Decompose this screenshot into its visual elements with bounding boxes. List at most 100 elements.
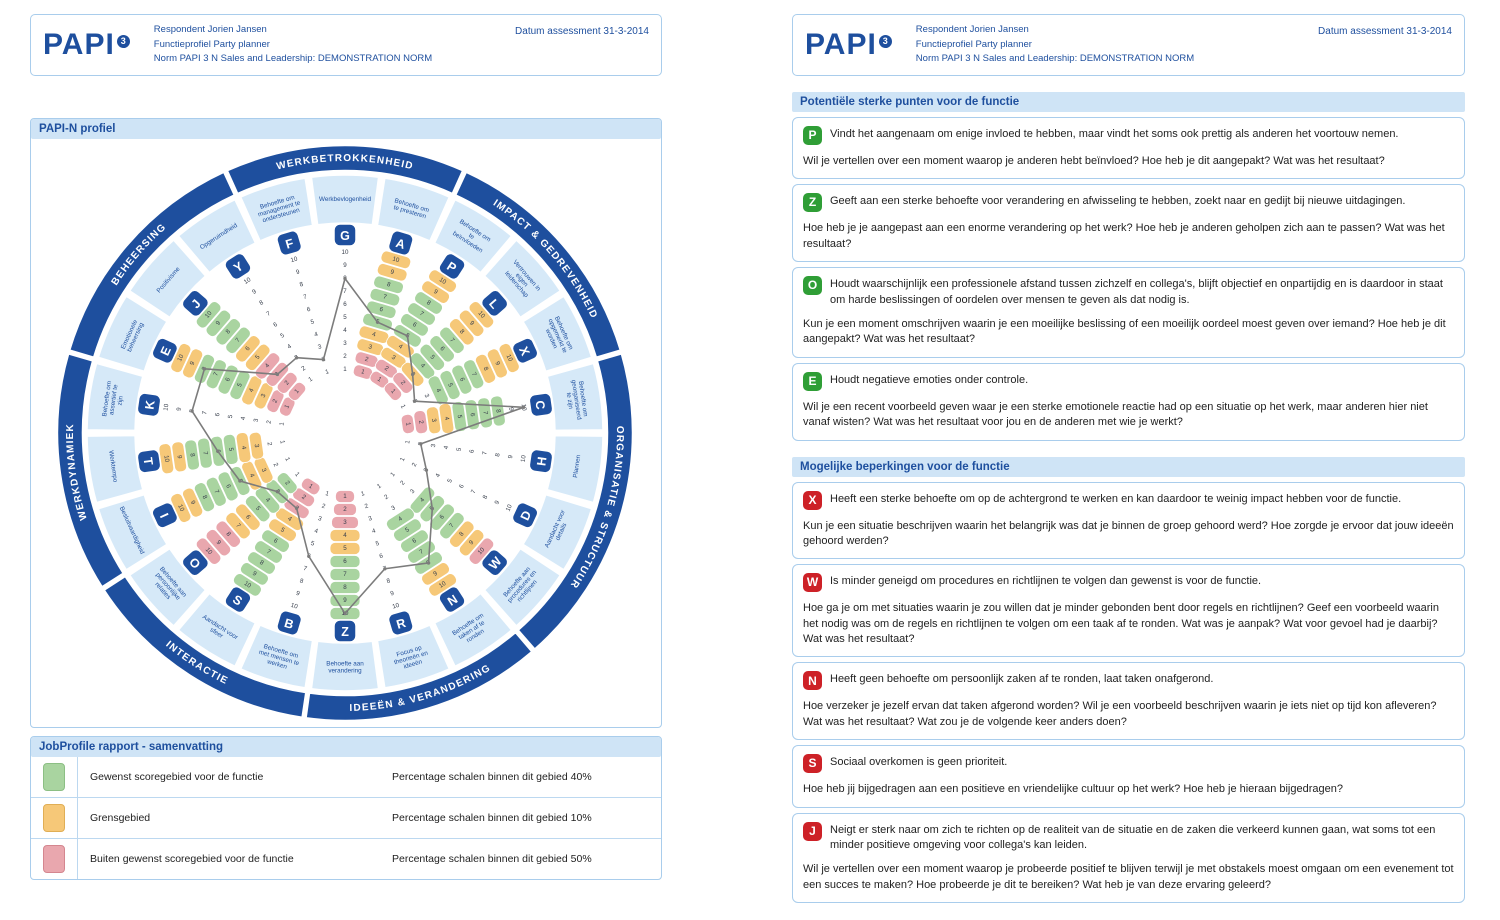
- svg-text:1: 1: [307, 375, 314, 383]
- svg-text:9: 9: [251, 288, 258, 296]
- svg-text:8: 8: [386, 281, 392, 289]
- svg-text:3: 3: [260, 467, 268, 474]
- svg-text:9: 9: [468, 539, 476, 547]
- svg-text:8: 8: [299, 281, 305, 289]
- item-question: Kun je een moment omschrijven waarin je …: [803, 317, 1446, 346]
- svg-text:8: 8: [224, 531, 232, 539]
- svg-text:9: 9: [215, 319, 223, 327]
- svg-text:10: 10: [477, 310, 487, 320]
- legend-title-bar: JobProfile rapport - samenvatting: [31, 737, 661, 757]
- svg-text:1: 1: [307, 483, 314, 491]
- scale-label-cell: [376, 177, 451, 242]
- svg-text:1: 1: [360, 368, 366, 376]
- svg-text:7: 7: [382, 293, 388, 301]
- svg-text:6: 6: [244, 345, 252, 353]
- wheel-badge-R: R: [387, 610, 414, 636]
- wheel-badge-Y: Y: [224, 252, 252, 281]
- svg-text:9: 9: [493, 360, 501, 367]
- svg-text:6: 6: [224, 376, 232, 383]
- svg-text:4: 4: [419, 496, 427, 504]
- svg-text:2: 2: [266, 419, 273, 424]
- legend-percentage: Percentage schalen binnen dit gebied 40%: [392, 771, 592, 783]
- wheel-badge-L: L: [480, 289, 509, 318]
- svg-text:9: 9: [189, 500, 197, 507]
- svg-text:1: 1: [283, 456, 291, 463]
- scale-label-cell: [376, 624, 451, 689]
- svg-text:9: 9: [468, 320, 476, 328]
- section-arc: [55, 351, 126, 590]
- svg-text:5: 5: [446, 477, 454, 484]
- svg-text:3: 3: [390, 354, 397, 362]
- svg-text:4: 4: [313, 331, 319, 339]
- svg-text:7: 7: [265, 310, 272, 318]
- svg-text:3: 3: [317, 515, 323, 523]
- svg-text:6: 6: [214, 412, 221, 417]
- svg-text:C: C: [532, 399, 547, 410]
- scale-spoke-Z: 12345678910: [329, 490, 361, 620]
- scale-label: Behoefte aan verandering: [326, 661, 364, 675]
- svg-text:10: 10: [243, 276, 253, 286]
- wheel-badge-O: O: [181, 548, 210, 577]
- svg-text:5: 5: [404, 526, 411, 534]
- wheel-badge-C: C: [528, 392, 554, 418]
- svg-text:1: 1: [324, 368, 330, 376]
- svg-text:1: 1: [404, 422, 411, 427]
- svg-text:2: 2: [399, 379, 407, 387]
- svg-text:5: 5: [310, 540, 316, 548]
- svg-text:2: 2: [283, 479, 291, 487]
- scale-badge-P: P: [803, 126, 822, 145]
- svg-text:10: 10: [243, 580, 253, 590]
- item-statement: Houdt negatieve emoties onder controle.: [830, 373, 1029, 386]
- svg-text:2: 2: [266, 442, 273, 447]
- svg-text:B: B: [283, 616, 296, 632]
- svg-text:2: 2: [364, 502, 370, 510]
- svg-text:6: 6: [458, 483, 466, 490]
- svg-text:2: 2: [300, 493, 307, 501]
- item-statement: Vindt het aangenaam om enige invloed te …: [830, 128, 1399, 140]
- svg-text:1: 1: [343, 366, 347, 373]
- svg-text:7: 7: [212, 371, 220, 378]
- norm-line: Norm PAPI 3 N Sales and Leadership: DEMO…: [153, 53, 433, 65]
- svg-text:10: 10: [162, 455, 170, 463]
- svg-text:1: 1: [360, 490, 366, 498]
- scale-spoke-T: 12345678910: [158, 431, 286, 475]
- wheel-badge-G: G: [333, 223, 357, 247]
- red-swatch: [43, 845, 65, 873]
- item-question: Hoe heb je je aangepast aan een enorme v…: [803, 222, 1445, 250]
- scale-label: Werkbevlogenheid: [319, 196, 372, 203]
- legend-row: Grensgebied Percentage schalen binnen dit…: [31, 797, 661, 838]
- scale-label-cell: [128, 547, 207, 627]
- scale-label-cell: [86, 434, 144, 504]
- svg-text:6: 6: [343, 301, 347, 308]
- svg-text:3: 3: [343, 519, 347, 526]
- svg-text:3: 3: [253, 444, 260, 449]
- svg-text:8: 8: [494, 452, 501, 457]
- scale-badge-E: E: [803, 371, 822, 391]
- scale-badge-X: X: [803, 490, 822, 510]
- scale-label-cell: [310, 640, 380, 692]
- profile-title-bar: PAPI-N profiel: [31, 119, 661, 139]
- svg-text:8: 8: [299, 577, 305, 585]
- svg-text:8: 8: [482, 366, 490, 373]
- svg-text:7: 7: [265, 548, 272, 556]
- svg-text:4: 4: [343, 327, 347, 334]
- svg-text:2: 2: [411, 461, 419, 468]
- wheel-badge-J: J: [181, 289, 210, 318]
- svg-text:7: 7: [302, 565, 308, 573]
- svg-text:1: 1: [324, 490, 330, 498]
- item-question: Hoe ga je om met situaties waarin je zou…: [803, 602, 1439, 646]
- report-header: PAPI 3 Respondent Jorien Jansen Functiepr…: [30, 14, 662, 76]
- section-title-bar: Potentiële sterke punten voor de functie: [792, 92, 1465, 112]
- scale-label-cell: [86, 362, 144, 432]
- svg-text:3: 3: [423, 393, 431, 400]
- svg-text:3: 3: [430, 418, 437, 423]
- svg-text:7: 7: [343, 571, 347, 578]
- wheel-badge-P: P: [438, 252, 466, 281]
- svg-text:4: 4: [397, 343, 404, 351]
- svg-text:10: 10: [505, 503, 514, 513]
- svg-text:4: 4: [434, 387, 442, 394]
- svg-text:A: A: [394, 236, 407, 252]
- svg-text:2: 2: [399, 479, 407, 487]
- svg-text:4: 4: [286, 515, 293, 523]
- svg-text:Z: Z: [341, 625, 349, 639]
